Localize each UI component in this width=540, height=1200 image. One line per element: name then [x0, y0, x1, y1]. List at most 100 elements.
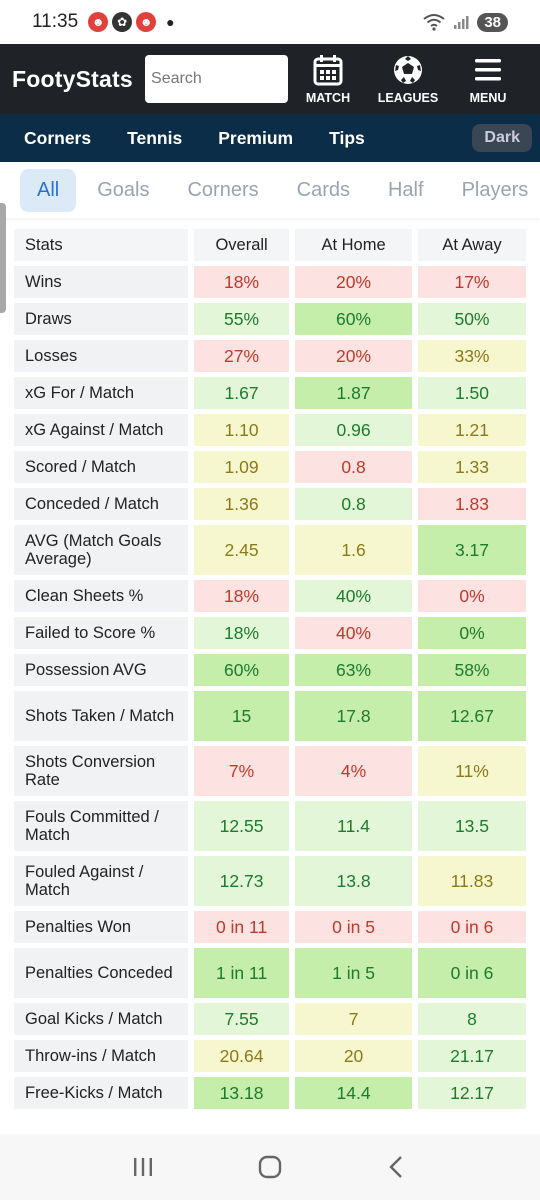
- row-label: Shots Conversion Rate: [14, 746, 188, 796]
- signal-icon: [454, 16, 469, 29]
- cell-away: 17%: [417, 266, 526, 298]
- subnav-tips[interactable]: Tips: [329, 127, 365, 148]
- cell-home: 4%: [295, 746, 412, 796]
- table-row: xG Against / Match 1.10 0.96 1.21: [14, 414, 526, 446]
- stats-tabs: All Goals Corners Cards Half Players: [0, 162, 540, 218]
- cell-overall: 60%: [194, 654, 290, 686]
- cell-home: 20%: [295, 266, 412, 298]
- tab-all[interactable]: All: [20, 168, 77, 212]
- stats-table: Stats Overall At Home At Away Wins 18% 2…: [8, 224, 532, 1114]
- cell-away: 0%: [417, 617, 526, 649]
- table-row: Fouled Against / Match 12.73 13.8 11.83: [14, 856, 526, 906]
- cell-overall: 1.09: [194, 451, 290, 483]
- row-label: Draws: [14, 303, 188, 335]
- table-header-row: Stats Overall At Home At Away: [14, 229, 526, 261]
- cell-away: 1.83: [417, 488, 526, 520]
- row-label: Losses: [14, 340, 188, 372]
- cell-overall: 12.73: [194, 856, 290, 906]
- row-label: Goal Kicks / Match: [14, 1003, 188, 1035]
- leagues-button[interactable]: LEAGUES: [368, 53, 448, 105]
- table-row: Throw-ins / Match 20.64 20 21.17: [14, 1040, 526, 1072]
- cell-away: 1.21: [417, 414, 526, 446]
- cell-away: 0%: [417, 580, 526, 612]
- tab-goals[interactable]: Goals: [97, 178, 150, 201]
- row-label: Possession AVG: [14, 654, 188, 686]
- tab-players[interactable]: Players: [461, 178, 529, 201]
- cell-home: 40%: [295, 617, 412, 649]
- cell-overall: 1.36: [194, 488, 290, 520]
- cell-home: 14.4: [295, 1077, 412, 1109]
- cell-overall: 7.55: [194, 1003, 290, 1035]
- table-row: Goal Kicks / Match 7.55 7 8: [14, 1003, 526, 1035]
- table-row: Penalties Conceded 1 in 11 1 in 5 0 in 6: [14, 948, 526, 998]
- header-at-home: At Home: [295, 229, 412, 261]
- cell-home: 7: [295, 1003, 412, 1035]
- tab-cards[interactable]: Cards: [296, 178, 350, 201]
- dark-mode-toggle[interactable]: Dark: [472, 124, 532, 152]
- tab-half[interactable]: Half: [387, 178, 424, 201]
- menu-button[interactable]: MENU: [448, 53, 528, 105]
- top-header: FootyStats MATCH LEAGUES MENU: [0, 44, 540, 114]
- cell-away: 3.17: [417, 525, 526, 575]
- table-row: Failed to Score % 18% 40% 0%: [14, 617, 526, 649]
- search-box[interactable]: [145, 55, 288, 103]
- header-stats: Stats: [14, 229, 188, 261]
- cell-overall: 12.55: [194, 801, 290, 851]
- cell-away: 1.50: [417, 377, 526, 409]
- status-bar: 11:35 ☻ ✿ ☻ ● 38: [0, 0, 540, 44]
- table-row: xG For / Match 1.67 1.87 1.50: [14, 377, 526, 409]
- cell-overall: 18%: [194, 617, 290, 649]
- cell-home: 1 in 5: [295, 948, 412, 998]
- tab-corners[interactable]: Corners: [187, 178, 259, 201]
- search-input[interactable]: [151, 70, 288, 88]
- row-label: Penalties Won: [14, 911, 188, 943]
- cell-home: 20: [295, 1040, 412, 1072]
- header-at-away: At Away: [417, 229, 526, 261]
- back-icon[interactable]: [383, 1153, 411, 1181]
- cell-away: 12.17: [417, 1077, 526, 1109]
- cell-away: 0 in 6: [417, 948, 526, 998]
- match-label: MATCH: [305, 91, 351, 105]
- table-row: Conceded / Match 1.36 0.8 1.83: [14, 488, 526, 520]
- cell-overall: 55%: [194, 303, 290, 335]
- cell-away: 58%: [417, 654, 526, 686]
- cell-home: 63%: [295, 654, 412, 686]
- row-label: Failed to Score %: [14, 617, 188, 649]
- subnav-corners[interactable]: Corners: [24, 127, 92, 148]
- site-logo[interactable]: FootyStats: [12, 65, 133, 92]
- cell-home: 60%: [295, 303, 412, 335]
- cell-overall: 2.45: [194, 525, 290, 575]
- recent-apps-icon[interactable]: [129, 1153, 157, 1181]
- cell-overall: 13.18: [194, 1077, 290, 1109]
- row-label: Shots Taken / Match: [14, 691, 188, 741]
- cell-overall: 15: [194, 691, 290, 741]
- home-icon[interactable]: [256, 1153, 284, 1181]
- cell-away: 8: [417, 1003, 526, 1035]
- match-button[interactable]: MATCH: [288, 53, 368, 105]
- row-label: Fouls Committed / Match: [14, 801, 188, 851]
- cell-away: 11.83: [417, 856, 526, 906]
- scroll-indicator[interactable]: [0, 203, 6, 313]
- subnav-tennis[interactable]: Tennis: [127, 127, 183, 148]
- header-nav: MATCH LEAGUES MENU: [288, 53, 528, 105]
- table-row: Free-Kicks / Match 13.18 14.4 12.17: [14, 1077, 526, 1109]
- cell-overall: 18%: [194, 580, 290, 612]
- cell-overall: 1.10: [194, 414, 290, 446]
- table-row: Fouls Committed / Match 12.55 11.4 13.5: [14, 801, 526, 851]
- row-label: AVG (Match Goals Average): [14, 525, 188, 575]
- app-notification-icon: ✿: [112, 12, 133, 32]
- table-row: Losses 27% 20% 33%: [14, 340, 526, 372]
- cell-overall: 0 in 11: [194, 911, 290, 943]
- app-notification-icon: ☻: [136, 12, 157, 32]
- cell-home: 11.4: [295, 801, 412, 851]
- row-label: xG Against / Match: [14, 414, 188, 446]
- cell-away: 1.33: [417, 451, 526, 483]
- status-time: 11:35: [32, 11, 79, 32]
- cell-home: 1.6: [295, 525, 412, 575]
- cell-overall: 1 in 11: [194, 948, 290, 998]
- table-row: Draws 55% 60% 50%: [14, 303, 526, 335]
- table-row: Possession AVG 60% 63% 58%: [14, 654, 526, 686]
- row-label: Penalties Conceded: [14, 948, 188, 998]
- more-dot-icon: ●: [166, 14, 175, 30]
- subnav-premium[interactable]: Premium: [218, 127, 294, 148]
